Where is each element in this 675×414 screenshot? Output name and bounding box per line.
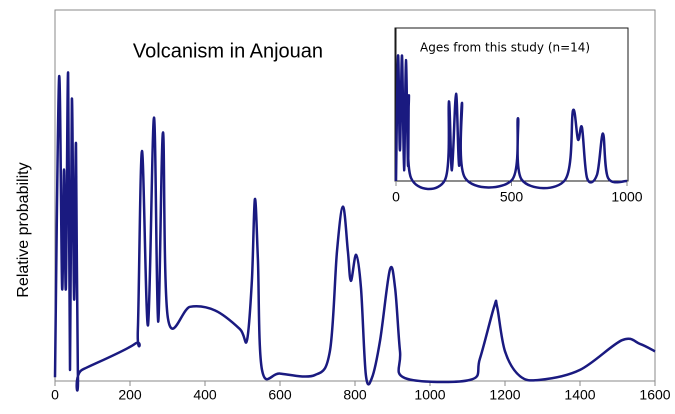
chart-title: Volcanism in Anjouan <box>133 40 323 62</box>
x-tick-label: 1600 <box>639 387 670 403</box>
x-tick-label: 1000 <box>611 189 642 205</box>
density-line <box>53 71 656 392</box>
inset-frame <box>394 27 629 182</box>
y-axis-label: Relative probability <box>15 162 32 297</box>
x-tick-label: 600 <box>268 387 292 403</box>
x-tick-label: 1400 <box>564 387 595 403</box>
density-line <box>394 54 628 191</box>
inset-title: Ages from this study (n=14) <box>420 41 590 55</box>
x-tick-label: 1000 <box>414 387 445 403</box>
x-tick-label: 400 <box>193 387 217 403</box>
x-tick-label: 500 <box>500 189 524 205</box>
x-tick-label: 200 <box>118 387 142 403</box>
x-tick-label: 0 <box>51 387 59 403</box>
x-tick-label: 0 <box>392 189 400 205</box>
x-tick-label: 800 <box>343 387 367 403</box>
x-tick-label: 1200 <box>489 387 520 403</box>
